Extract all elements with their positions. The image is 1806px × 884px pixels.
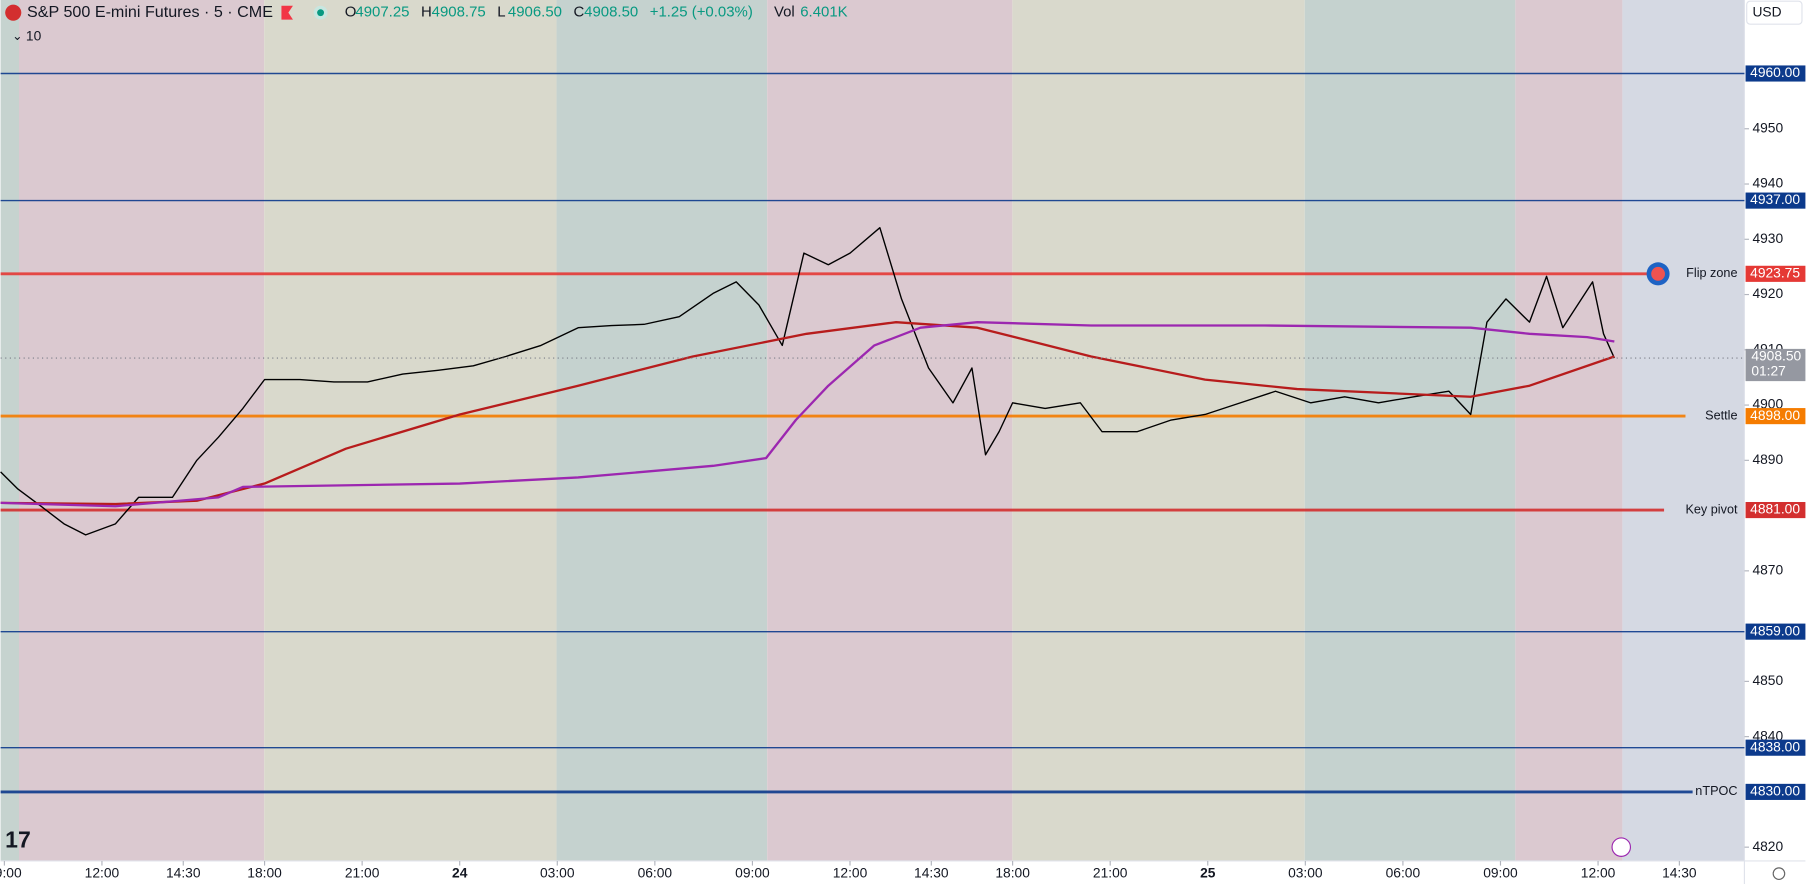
- x-tick-label: 09:00: [735, 864, 770, 880]
- y-tick-label: 4820: [1752, 838, 1783, 854]
- level-axis-label: 4881.00: [1750, 501, 1800, 517]
- symbol-logo: [5, 4, 22, 21]
- level-axis-box: [1745, 408, 1806, 425]
- tv-logo[interactable]: 17: [5, 826, 31, 852]
- level-note: nTPOC: [1695, 784, 1737, 798]
- x-tick-label: 24: [452, 864, 468, 880]
- session-band: [767, 0, 1013, 861]
- currency-button[interactable]: [1746, 0, 1803, 25]
- x-tick-label: 06:00: [1386, 864, 1421, 880]
- alert-icon[interactable]: [1611, 837, 1632, 857]
- last-price-box: [1745, 348, 1806, 382]
- session-band: [1304, 0, 1516, 861]
- change: +1.25 (+0.03%): [650, 4, 753, 21]
- ohlc-label: L: [497, 4, 505, 21]
- session-band: [556, 0, 768, 861]
- x-tick-label: 06:00: [638, 864, 673, 880]
- level-axis-label: 4898.00: [1750, 407, 1800, 423]
- y-tick-label: 4900: [1752, 396, 1783, 412]
- x-tick-label: 18:00: [247, 864, 282, 880]
- y-tick-label: 4930: [1752, 230, 1783, 246]
- ohlc-value: 4906.50: [508, 4, 562, 21]
- flag-icon[interactable]: [281, 5, 293, 20]
- last-price-label: 4908.50: [1751, 348, 1801, 364]
- plot-area: Flip zone Settle Key pivot nTPOC: [0, 72, 1745, 798]
- ohlc-value: 4908.50: [584, 4, 638, 21]
- x-tick-label: 09:00: [0, 864, 22, 880]
- session-band: [1515, 0, 1623, 861]
- y-tick-label: 4950: [1752, 119, 1783, 135]
- level-axis-box: [1745, 65, 1806, 82]
- indicator-count[interactable]: 10: [26, 27, 42, 43]
- x-tick-label: 09:00: [1483, 864, 1518, 880]
- x-tick-label: 21:00: [345, 864, 380, 880]
- x-tick-label: 12:00: [833, 864, 868, 880]
- y-tick-label: 4890: [1752, 451, 1783, 467]
- x-tick-label: 12:00: [1581, 864, 1616, 880]
- level-axis-label: 4859.00: [1750, 622, 1800, 638]
- session-band: [1622, 0, 1745, 861]
- volume-label: Vol: [774, 4, 795, 21]
- level-note: Key pivot: [1685, 502, 1738, 516]
- x-tick-label: 21:00: [1093, 864, 1128, 880]
- x-tick-label: 14:30: [1662, 864, 1697, 880]
- level-axis-box: [1745, 192, 1806, 209]
- y-tick-label: 4940: [1752, 175, 1783, 191]
- y-tick-label: 4850: [1752, 672, 1783, 688]
- x-tick-label: 12:00: [85, 864, 120, 880]
- level-axis-label: 4923.75: [1750, 264, 1800, 280]
- level-axis-box: [1745, 623, 1806, 640]
- level-note: Flip zone: [1686, 266, 1737, 280]
- level-axis-label: 4960.00: [1750, 64, 1800, 80]
- ohlc-value: 4908.75: [432, 4, 486, 21]
- x-tick-label: 14:30: [914, 864, 949, 880]
- session-band: [1012, 0, 1305, 861]
- y-tick-label: 4920: [1752, 285, 1783, 301]
- price-axis: [1744, 0, 1806, 884]
- currency[interactable]: USD: [1752, 3, 1781, 19]
- symbol-title[interactable]: S&P 500 E-mini Futures · 5 · CME: [27, 3, 273, 21]
- y-tick-label: 4840: [1752, 727, 1783, 743]
- ohlc-label: O: [345, 4, 357, 21]
- collapse-icon[interactable]: ⌄: [12, 29, 23, 43]
- price-line: [0, 226, 1615, 536]
- level-note: Settle: [1705, 408, 1737, 422]
- x-tick-label: 25: [1200, 864, 1216, 880]
- level-axis-box: [1745, 502, 1806, 519]
- level-axis-label: 4838.00: [1750, 738, 1800, 754]
- session-band: [0, 0, 19, 861]
- x-tick-label: 14:30: [166, 864, 201, 880]
- volume-value: 6.401K: [800, 4, 847, 21]
- target-icon-inner: [1651, 266, 1665, 281]
- x-tick-label: 03:00: [540, 864, 575, 880]
- countdown: 01:27: [1751, 363, 1786, 379]
- ohlc-value: 4907.25: [355, 4, 409, 21]
- status-dot: [317, 9, 325, 17]
- level-axis-box: [1745, 783, 1806, 800]
- settings-icon[interactable]: [1772, 867, 1786, 880]
- time-axis: [0, 860, 1806, 884]
- level-axis-box: [1745, 265, 1806, 282]
- header: S&P 500 E-mini Futures · 5 · CME ⌄ 10 US…: [5, 0, 1803, 43]
- y-tick-label: 4870: [1752, 561, 1783, 577]
- session-bands: [0, 0, 1745, 861]
- average-line: [0, 321, 1615, 506]
- level-axis-label: 4937.00: [1750, 191, 1800, 207]
- session-band: [19, 0, 265, 861]
- level-axis-label: 4830.00: [1750, 783, 1800, 799]
- x-tick-label: 18:00: [995, 864, 1030, 880]
- ohlc-label: C: [573, 4, 584, 21]
- average-line: [0, 321, 1615, 508]
- ohlc-label: H: [421, 4, 432, 21]
- x-tick-label: 03:00: [1288, 864, 1323, 880]
- level-axis-box: [1745, 739, 1806, 756]
